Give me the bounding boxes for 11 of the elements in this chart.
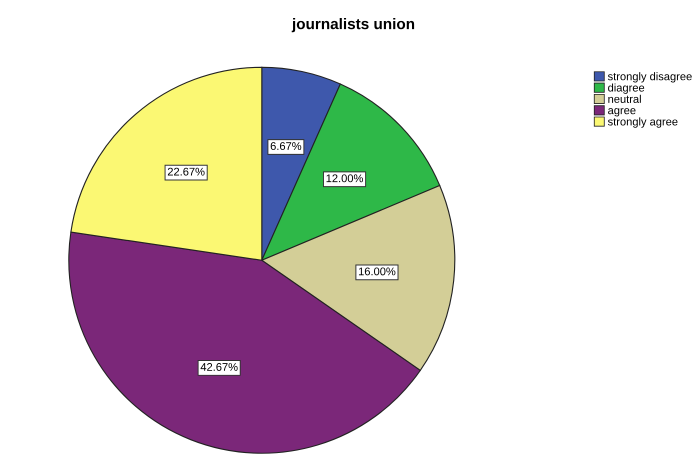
data-label: 16.00% [358,267,396,276]
legend-label: diagree [608,83,644,94]
data-label: 22.67% [168,168,205,176]
data-label: 12.00% [326,174,363,182]
chart-title: journalists union [292,18,414,32]
legend-label: neutral [608,94,641,103]
legend-label: strongly disagree [608,72,692,83]
legend-label: agree [608,108,636,116]
legend-label: strongly agree [608,117,678,128]
data-label: 6.67% [270,142,302,150]
data-label: 42.67% [200,363,238,371]
